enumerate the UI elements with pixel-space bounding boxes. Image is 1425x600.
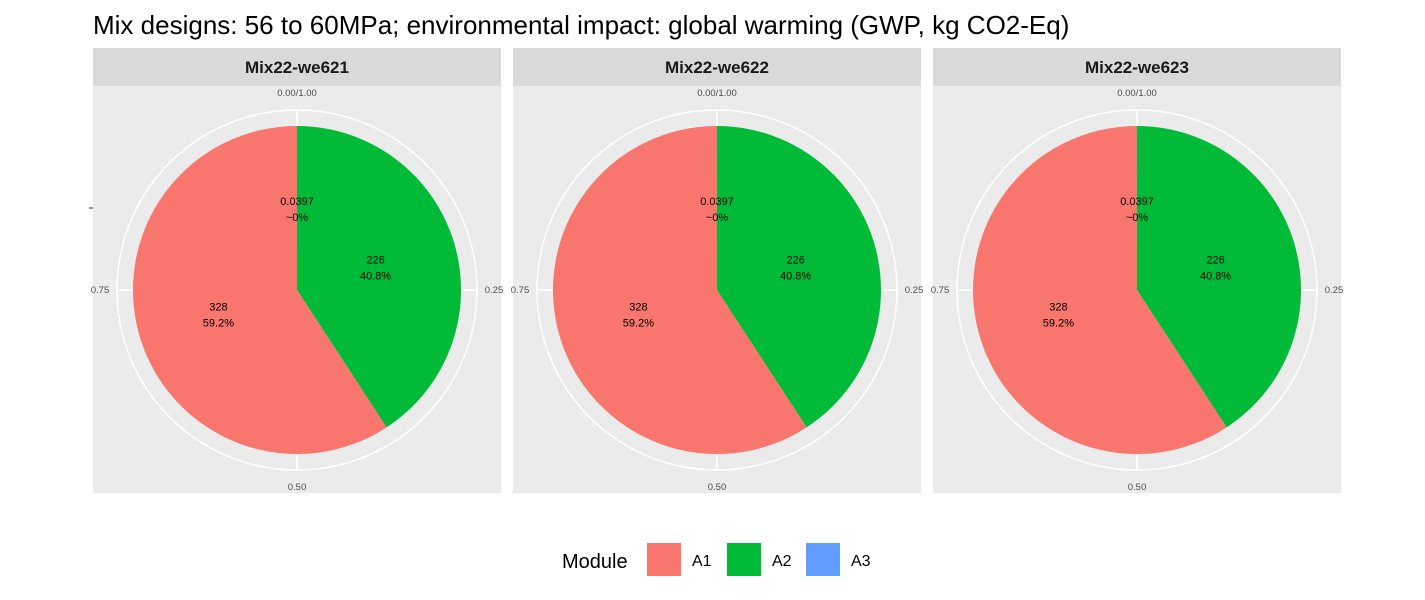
legend-key-a1 [647, 543, 681, 576]
data-label-value: 226 [1206, 255, 1224, 267]
theta-tick-label: 0.50 [1128, 482, 1147, 493]
facet-panel: Mix22-we621 0.00/1.00 0.25 0.50 0.75 0.0397 ~0… [91, 48, 504, 493]
legend-key-a3 [806, 543, 840, 576]
theta-tick-label: 0.00/1.00 [277, 88, 317, 99]
data-label-value: 328 [1049, 301, 1067, 313]
theta-tick-label: 0.50 [288, 482, 307, 493]
facet-strip-label: Mix22-we622 [665, 58, 769, 77]
pie-slice-a1 [133, 126, 387, 454]
data-label-percent: 59.2% [623, 317, 654, 329]
theta-tick-label: 0.00/1.00 [697, 88, 737, 99]
data-label-percent: ~0% [706, 212, 729, 224]
theta-tick-label: 0.00/1.00 [1117, 88, 1157, 99]
facet-panel: Mix22-we623 0.00/1.00 0.25 0.50 0.75 0.0397 ~0… [931, 48, 1344, 493]
legend: Module A1 A2 A3 [562, 543, 871, 576]
theta-tick-label: 0.75 [931, 285, 950, 296]
legend-key-a2 [727, 543, 761, 576]
theta-tick-label: 0.25 [905, 285, 924, 296]
pie-slice-a1 [973, 126, 1227, 454]
data-label-value: 0.0397 [280, 196, 314, 208]
facet-strip [93, 48, 501, 86]
legend-title: Module [562, 551, 628, 573]
theta-tick-label: 0.75 [511, 285, 530, 296]
data-label-percent: ~0% [1126, 212, 1149, 224]
legend-label-a3: A3 [851, 553, 871, 570]
pie-slice-a1 [552, 126, 807, 455]
data-label-value: 0.0397 [1120, 196, 1154, 208]
facet-strip [933, 48, 1341, 86]
facet-panels: Mix22-we621 0.00/1.00 0.25 0.50 0.75 0.0397 ~0… [91, 48, 1344, 493]
theta-tick-label: 0.75 [91, 285, 110, 296]
chart-title: Mix designs: 56 to 60MPa; environmental … [93, 10, 1069, 40]
legend-label-a2: A2 [772, 553, 792, 570]
theta-tick-label: 0.25 [485, 285, 504, 296]
data-label-percent: 40.8% [360, 271, 391, 283]
legend-label-a1: A1 [692, 553, 712, 570]
pie-slice-a2 [717, 126, 881, 428]
data-label-percent: ~0% [286, 212, 309, 224]
theta-tick-label: 0.50 [708, 482, 727, 493]
facet-strip [513, 48, 921, 86]
data-label-value: 226 [786, 255, 804, 267]
data-label-value: 226 [366, 255, 384, 267]
pie-slice-a2 [1137, 126, 1301, 428]
data-label-percent: 40.8% [1200, 271, 1231, 283]
facet-strip-label: Mix22-we623 [1085, 58, 1189, 77]
theta-tick-label: 0.25 [1325, 285, 1344, 296]
pie-slice-a2 [297, 126, 462, 428]
facet-strip-label: Mix22-we621 [245, 58, 349, 77]
facet-panel: Mix22-we622 0.00/1.00 0.25 0.50 0.75 0.0397 ~0… [511, 48, 924, 493]
data-label-value: 328 [209, 301, 227, 313]
data-label-percent: 59.2% [203, 317, 234, 329]
data-label-value: 328 [629, 301, 647, 313]
data-label-percent: 40.8% [780, 271, 811, 283]
data-label-value: 0.0397 [700, 196, 734, 208]
data-label-percent: 59.2% [1043, 317, 1074, 329]
